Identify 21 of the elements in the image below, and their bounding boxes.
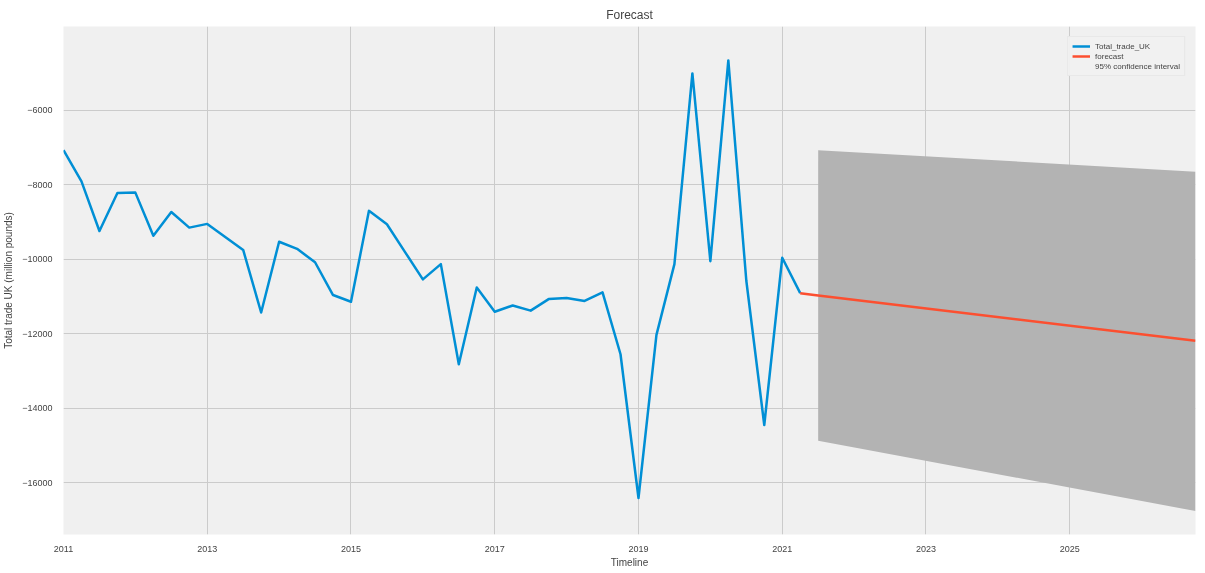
x-tick-label: 2011 [53,543,74,554]
x-tick-label: 2025 [1059,543,1080,554]
chart-title: Forecast [606,7,654,22]
y-tick-label: −12000 [22,328,53,339]
y-axis-title: Total trade UK (million pounds) [3,212,15,349]
x-axis-title: Timeline [610,556,649,568]
y-tick-label: −8000 [27,179,53,190]
x-tick-label: 2021 [772,543,793,554]
legend-label: Total_trade_UK [1095,41,1151,51]
x-tick-label: 2017 [484,543,505,554]
legend-label: forecast [1095,51,1124,61]
y-tick-label: −16000 [22,477,53,488]
x-tick-label: 2015 [340,543,362,554]
y-tick-label: −14000 [22,403,53,414]
x-tick-label: 2023 [915,543,936,554]
annotation: 95% confidence interval [1095,61,1180,71]
x-tick-label: 2013 [197,543,218,554]
line-series [63,59,802,500]
y-tick-label: −6000 [27,105,53,116]
x-tick-label: 2019 [628,543,649,554]
y-tick-label: −10000 [22,254,53,265]
